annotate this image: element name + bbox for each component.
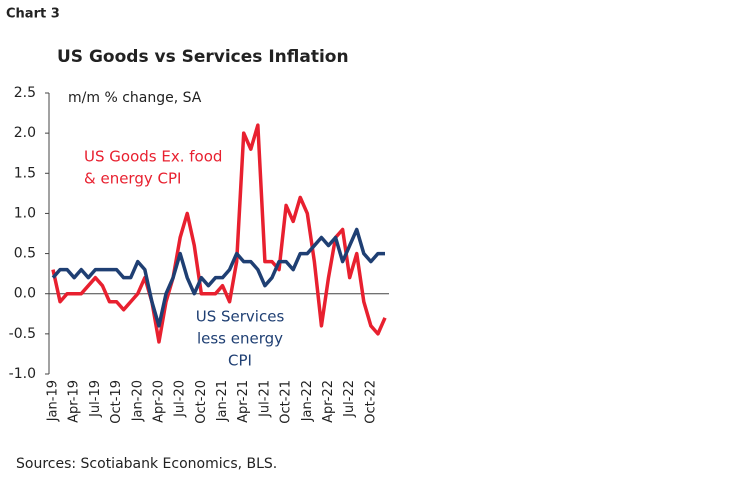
y-tick-label: -1.0: [9, 366, 36, 382]
x-tick-label: Jan-21: [215, 380, 230, 422]
x-tick-label: Oct-19: [109, 380, 124, 424]
series-line: [51, 227, 385, 328]
annotation: CPI: [228, 352, 252, 370]
x-tick-label: Apr-20: [151, 380, 166, 423]
x-tick-label: Oct-22: [363, 380, 378, 424]
x-tick-label: Jul-19: [88, 380, 103, 418]
y-tick-label: 2.0: [14, 125, 36, 141]
annotation: US Goods Ex. food: [84, 148, 222, 166]
x-tick-label: Jan-20: [130, 380, 145, 422]
y-tick-label: 0.5: [14, 246, 36, 262]
chart-title: US Goods vs Services Inflation: [57, 47, 349, 67]
x-tick-label: Oct-21: [279, 380, 294, 424]
x-tick-label: Oct-20: [194, 380, 209, 424]
series-line: [51, 123, 387, 344]
y-tick-label: 1.0: [14, 205, 36, 221]
x-tick-label: Jul-20: [173, 380, 188, 418]
x-tick-label: Jul-22: [342, 380, 357, 418]
chart-label: Chart 3: [6, 7, 60, 22]
y-tick-label: -0.5: [9, 326, 36, 342]
y-axis-label: m/m % change, SA: [68, 90, 202, 106]
y-tick-label: 2.5: [14, 85, 36, 101]
x-tick-label: Jul-21: [257, 380, 272, 418]
annotation: less energy: [197, 330, 283, 348]
y-tick-label: 1.5: [14, 165, 36, 181]
annotation: & energy CPI: [84, 170, 181, 188]
x-tick-label: Jan-19: [46, 380, 61, 422]
x-tick-label: Apr-21: [236, 380, 251, 423]
source: Sources: Scotiabank Economics, BLS.: [16, 456, 277, 472]
x-tick-label: Apr-19: [67, 380, 82, 423]
x-tick-label: Jan-22: [300, 380, 315, 422]
y-tick-label: 0.0: [14, 286, 36, 302]
annotation: US Services: [196, 308, 285, 326]
x-tick-label: Apr-22: [321, 380, 336, 423]
